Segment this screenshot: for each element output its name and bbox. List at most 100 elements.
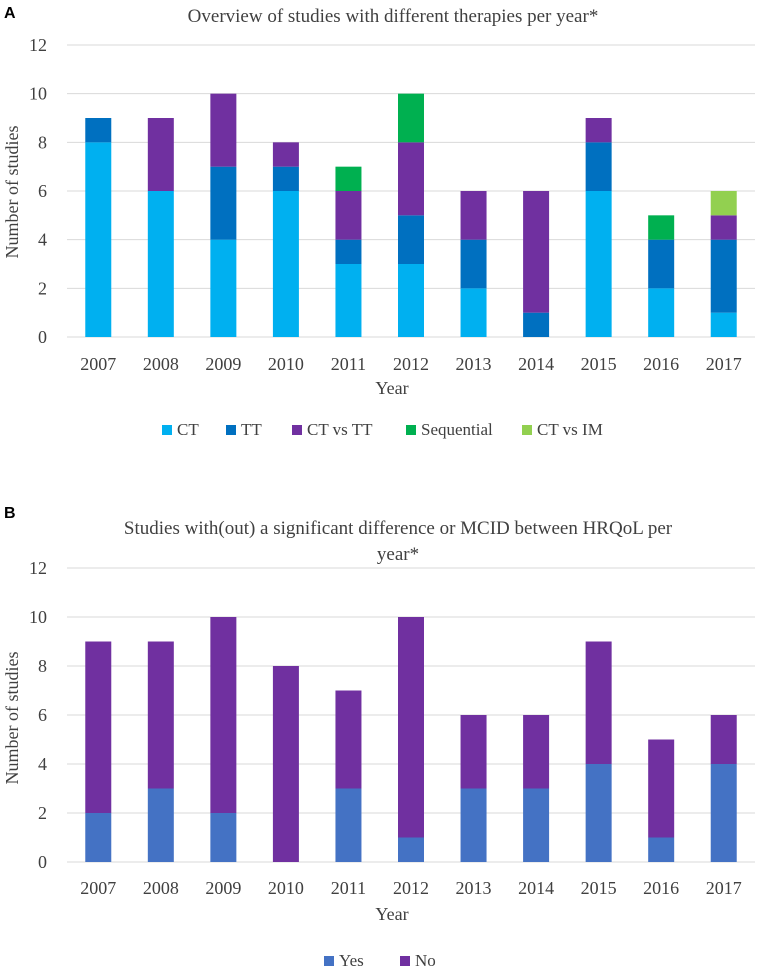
chart-a-bar-2007-ct	[85, 142, 112, 337]
chart-a-xtick-label: 2017	[706, 354, 742, 374]
chart-a-bar-2010-tt	[272, 166, 299, 191]
chart-b-bar-2011-yes	[335, 788, 362, 862]
chart-a-bar-2012-sequential	[398, 93, 424, 143]
chart-a-bar-2012-ct	[398, 264, 424, 337]
chart-b-xtick-label: 2012	[393, 878, 429, 898]
chart-a-xtick-label: 2013	[456, 354, 492, 374]
chart-b-legend-swatch	[324, 956, 334, 966]
chart-b-bar-2009-yes	[210, 813, 237, 862]
chart-b-bar-2013-yes	[460, 788, 487, 862]
chart-b-xtick-label: 2016	[643, 878, 679, 898]
chart-b-ytick-label: 2	[38, 803, 47, 823]
chart-a-bar-2011-ct	[335, 264, 362, 337]
chart-a-title: Overview of studies with different thera…	[188, 6, 599, 27]
chart-b-bar-2011-no	[335, 690, 362, 789]
chart-a-bar-2008-ct	[147, 191, 174, 337]
chart-b-bar-2008-yes	[147, 788, 174, 862]
chart-b-xtick-label: 2017	[706, 878, 742, 898]
chart-a-legend-swatch	[522, 425, 532, 435]
chart-b-xtick-label: 2009	[205, 878, 241, 898]
chart-a-ytick-label: 0	[38, 327, 47, 347]
chart-b-ylabel: Number of studies	[2, 652, 22, 785]
chart-a-bar-2011-sequential	[335, 166, 362, 191]
chart-a-xtick-label: 2008	[143, 354, 179, 374]
chart-b-bar-2007-no	[85, 641, 112, 813]
chart-a-bar-2017-tt	[710, 239, 737, 313]
chart-a-xtick-label: 2011	[331, 354, 366, 374]
chart-a-xtick-label: 2015	[581, 354, 617, 374]
chart-a-bar-2017-ct-vs-im	[710, 191, 737, 216]
chart-a-legend-label: CT vs IM	[537, 420, 603, 439]
chart-a-bar-2015-ct	[585, 191, 612, 337]
chart-a-ylabel: Number of studies	[2, 126, 22, 259]
chart-a-ytick-label: 8	[38, 132, 47, 152]
chart-a-ytick-label: 10	[29, 84, 47, 104]
chart-a-xlabel: Year	[375, 378, 408, 398]
chart-a-bar-2014-ct-vs-tt	[523, 191, 550, 313]
chart-b-bar-2014-yes	[523, 788, 550, 862]
chart-a-bar-2010-ct	[272, 191, 299, 337]
chart-a-legend-label: CT vs TT	[307, 420, 373, 439]
chart-b-title-line-2: year*	[377, 544, 419, 565]
chart-a-xtick-label: 2016	[643, 354, 679, 374]
chart-b-bar-2007-yes	[85, 813, 112, 862]
chart-a-bar-2013-ct	[460, 288, 487, 337]
chart-b-legend-label: Yes	[339, 951, 364, 970]
chart-b-xtick-label: 2015	[581, 878, 617, 898]
chart-a-bar-2012-ct-vs-tt	[398, 142, 424, 216]
chart-a-bar-2007-tt	[85, 118, 112, 143]
chart-a-bar-2015-tt	[585, 142, 612, 191]
chart-b-xtick-label: 2007	[80, 878, 116, 898]
chart-a-bar-2016-tt	[648, 239, 675, 289]
chart-a-ytick-label: 12	[29, 35, 47, 55]
chart-b-ytick-label: 10	[29, 607, 47, 627]
chart-b-xtick-label: 2011	[331, 878, 366, 898]
chart-a-legend-swatch	[162, 425, 172, 435]
chart-a-bar-2012-tt	[398, 215, 424, 264]
chart-a-xtick-label: 2009	[205, 354, 241, 374]
chart-a-ytick-label: 6	[38, 181, 47, 201]
chart-b-xtick-label: 2010	[268, 878, 304, 898]
chart-b-ytick-label: 12	[29, 558, 47, 578]
chart-a-bar-2015-ct-vs-tt	[585, 118, 612, 143]
chart-a-plot: 0 2 4 6 8 10 12 2007 2008 2009 2010 2011 2012 2013 201…	[29, 35, 755, 374]
chart-b-ytick-label: 8	[38, 656, 47, 676]
chart-a-bar-2016-sequential	[648, 215, 675, 240]
panel-b-letter: B	[4, 505, 16, 522]
chart-b-legend-swatch	[400, 956, 410, 966]
chart-a-ytick-label: 2	[38, 278, 47, 298]
chart-a-legend-label: Sequential	[421, 420, 493, 439]
chart-b-bar-2015-yes	[585, 764, 612, 862]
chart-b-bar-2009-no	[210, 617, 237, 813]
chart-b-bar-2015-no	[585, 641, 612, 764]
chart-b-bar-2017-no	[710, 715, 737, 764]
chart-a-bar-2017-ct-vs-tt	[710, 215, 737, 240]
chart-b-bar-2013-no	[460, 715, 487, 789]
chart-a-bar-2009-ct	[210, 239, 237, 337]
chart-a-bar-2011-ct-vs-tt	[335, 191, 362, 240]
chart-a-legend-swatch	[292, 425, 302, 435]
chart-a-legend-label: TT	[241, 420, 262, 439]
chart-a-bar-2010-ct-vs-tt	[272, 142, 299, 167]
chart-b-bar-2016-yes	[648, 837, 675, 862]
chart-a-bar-2009-ct-vs-tt	[210, 93, 237, 167]
panel-a-letter: A	[4, 5, 16, 22]
chart-b-bar-2014-no	[523, 715, 550, 789]
chart-a-bar-2008-ct-vs-tt	[147, 118, 174, 191]
chart-a-bar-2016-ct	[648, 288, 675, 337]
chart-b-bar-2008-no	[147, 641, 174, 789]
chart-a-bar-2013-ct-vs-tt	[460, 191, 487, 240]
chart-a-legend-swatch	[226, 425, 236, 435]
chart-a-legend-label: CT	[177, 420, 199, 439]
chart-a-xtick-label: 2007	[80, 354, 116, 374]
chart-b-xlabel: Year	[375, 904, 408, 924]
chart-b-legend-label: No	[415, 951, 436, 970]
chart-a-legend: CT TT CT vs TT Sequential CT vs IM	[162, 420, 603, 439]
chart-a-xtick-label: 2010	[268, 354, 304, 374]
chart-b-plot: 0 2 4 6 8 10 12 2007 2008 2009 2010 2011 2012 2013 201…	[29, 558, 755, 898]
chart-b-xtick-label: 2008	[143, 878, 179, 898]
chart-a-bar-2009-tt	[210, 166, 237, 240]
chart-b-ytick-label: 4	[38, 754, 47, 774]
chart-b-bar-2012-no	[398, 617, 424, 838]
